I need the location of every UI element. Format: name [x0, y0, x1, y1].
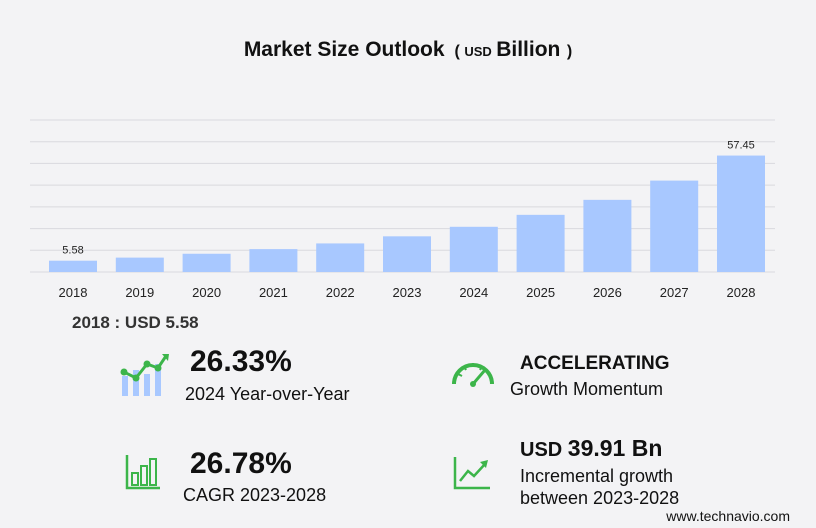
- bar-2025: [516, 214, 565, 272]
- bar-2026: [583, 199, 632, 272]
- yoy-value: 26.33%: [190, 345, 292, 378]
- chart-trend-icon: [120, 354, 169, 396]
- x-tick-label: 2022: [326, 285, 355, 300]
- x-tick-label: 2026: [593, 285, 622, 300]
- x-tick-label: 2020: [192, 285, 221, 300]
- speedometer-icon: [452, 363, 494, 387]
- x-tick-label: 2027: [660, 285, 689, 300]
- yoy-label: 2024 Year-over-Year: [185, 384, 350, 404]
- cagr-value: 26.78%: [190, 447, 292, 480]
- x-axis-ticks: 2018 2019 2020 2021 2022 2023 2024 2025 2026 2027…: [59, 285, 756, 300]
- incremental-label-line2: between 2023-2028: [520, 488, 680, 508]
- momentum-value: ACCELERATING: [520, 353, 670, 374]
- incremental-value: USD 39.91 Bn: [520, 435, 662, 462]
- bar-2028: [717, 155, 765, 272]
- bar-2021: [249, 249, 298, 272]
- data-label: 5.58: [62, 245, 83, 257]
- source-url: www.technavio.com: [666, 508, 790, 524]
- bar-2027: [650, 180, 699, 272]
- x-tick-label: 2018: [59, 285, 88, 300]
- x-tick-label: 2023: [393, 285, 422, 300]
- bar-chart-icon: [125, 455, 160, 490]
- chart-title-unit-close: ): [566, 43, 573, 60]
- x-tick-label: 2024: [459, 285, 488, 300]
- bars: [49, 155, 765, 272]
- chart-title-unit-open: (: [454, 43, 460, 60]
- bar-2019: [115, 257, 164, 272]
- chart-title-unit-scale: Billion: [496, 38, 561, 61]
- bar-2018: [49, 260, 97, 272]
- cagr-label: CAGR 2023-2028: [183, 485, 327, 505]
- chart-title-unit-currency: USD: [464, 44, 492, 59]
- x-tick-label: 2021: [259, 285, 288, 300]
- base-year-summary: 2018 : USD 5.58: [72, 313, 199, 332]
- x-tick-label: 2019: [125, 285, 154, 300]
- growth-line-icon: [453, 457, 490, 490]
- incremental-value-prefix: USD: [520, 439, 563, 461]
- x-tick-label: 2025: [526, 285, 555, 300]
- incremental-value-amount: 39.91 Bn: [567, 435, 663, 461]
- chart-title: Market Size Outlook ( USD Billion ): [0, 38, 816, 62]
- bar-2022: [316, 243, 365, 272]
- incremental-label-line1: Incremental growth: [520, 466, 674, 486]
- bar-2023: [383, 236, 431, 272]
- chart-title-main: Market Size Outlook: [243, 38, 445, 61]
- bar-2020: [182, 253, 231, 272]
- x-tick-label: 2028: [727, 285, 756, 300]
- momentum-label: Growth Momentum: [510, 379, 664, 399]
- data-labels: 5.58 57.45: [62, 140, 754, 257]
- bar-2024: [449, 226, 498, 272]
- data-label: 57.45: [727, 140, 755, 152]
